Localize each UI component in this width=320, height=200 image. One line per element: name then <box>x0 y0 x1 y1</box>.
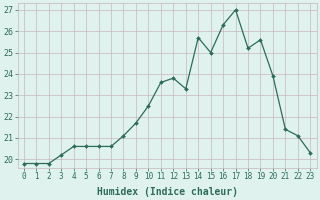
X-axis label: Humidex (Indice chaleur): Humidex (Indice chaleur) <box>97 186 237 197</box>
